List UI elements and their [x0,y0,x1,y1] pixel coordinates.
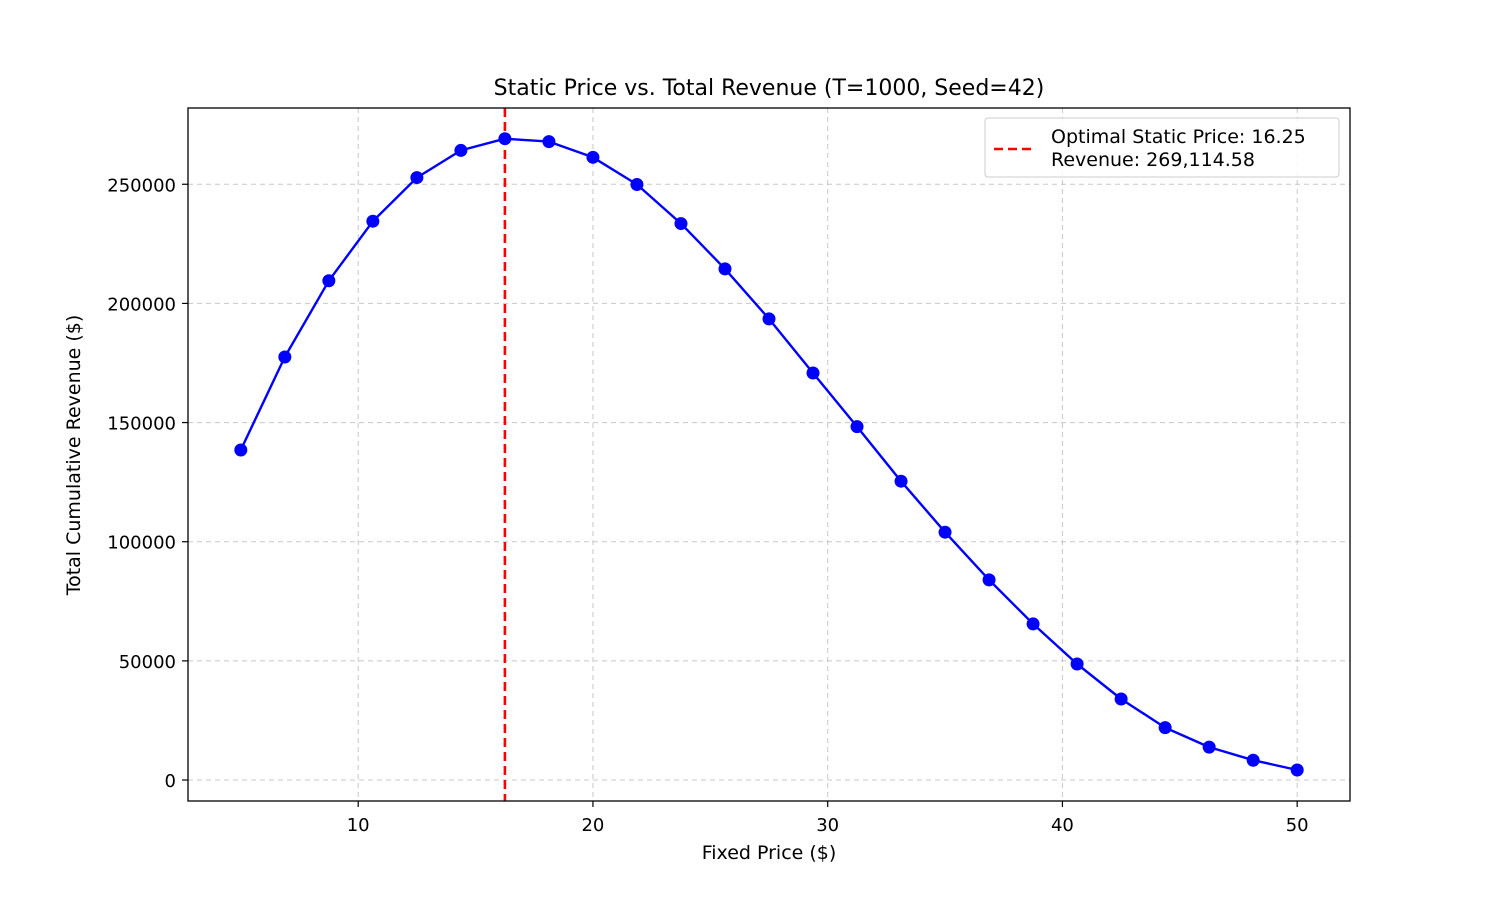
grid [188,108,1350,801]
series-layer [234,132,1304,777]
data-point [982,573,996,587]
y-tick-label: 200000 [107,294,176,315]
data-point [410,171,424,185]
y-axis-label: Total Cumulative Revenue ($) [63,315,85,597]
y-tick-label: 50000 [119,652,176,673]
data-point [322,274,336,288]
legend: Optimal Static Price: 16.25 Revenue: 269… [984,117,1340,178]
x-tick-label: 10 [347,815,370,836]
x-tick-label: 40 [1051,815,1074,836]
legend-entry-line1: Optimal Static Price: 16.25 [1051,126,1306,148]
y-tick-label: 100000 [107,533,176,554]
data-point [586,150,600,164]
data-point [498,132,512,146]
chart-title: Static Price vs. Total Revenue (T=1000, … [494,76,1045,101]
data-point [278,350,292,364]
data-point [1026,617,1040,631]
data-point [1070,657,1084,671]
y-tick-label: 0 [165,771,176,792]
data-point [1290,763,1304,777]
data-point [454,143,468,157]
data-point [1202,740,1216,754]
x-tick-label: 30 [816,815,839,836]
data-point [674,217,688,231]
data-point [1114,692,1128,706]
data-point [850,420,864,434]
plot-frame [187,107,1351,802]
x-axis-label: Fixed Price ($) [702,842,837,864]
data-point [762,312,776,326]
data-point [938,525,952,539]
data-point [718,262,732,276]
data-point [1158,721,1172,735]
legend-box [984,117,1340,178]
data-point [234,443,248,457]
data-point [806,366,820,380]
data-point [366,214,380,228]
data-point [630,177,644,191]
x-tick-label: 20 [581,815,604,836]
data-point [1246,753,1260,767]
data-point [894,474,908,488]
x-tick-label: 50 [1286,815,1309,836]
y-tick-label: 250000 [107,175,176,196]
y-tick-label: 150000 [107,414,176,435]
legend-entry-line2: Revenue: 269,114.58 [1051,149,1255,171]
tick-layer: 10 20 30 40 50 0 50000 100000 150000 200000 250000 [107,175,1308,836]
data-point [542,135,556,149]
